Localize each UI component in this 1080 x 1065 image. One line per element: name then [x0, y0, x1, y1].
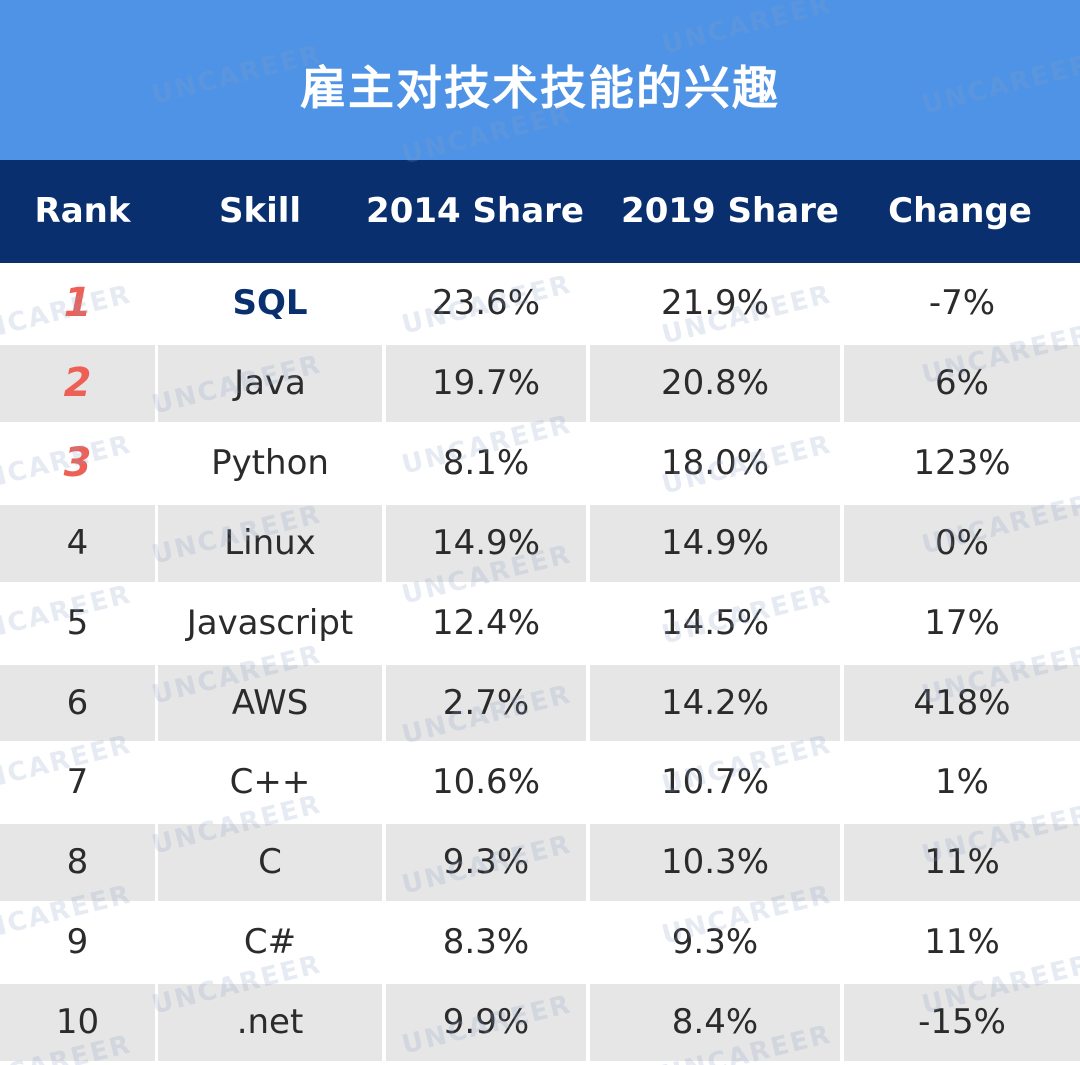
change-cell: 6%	[844, 344, 1080, 422]
share-2019-cell: 8.4%	[590, 984, 840, 1061]
header-2019-share: 2019 Share	[621, 191, 839, 231]
rank-cell: 1	[63, 280, 92, 326]
change-cell: 11%	[844, 824, 1080, 902]
skill-cell: Python	[211, 442, 329, 483]
rank-cell: 10	[0, 984, 155, 1061]
table-row: 2 Java 19.7% 20.8% 6%	[0, 344, 1080, 425]
title-band	[0, 0, 1080, 160]
change-cell: 17%	[924, 602, 1000, 643]
change-cell: 11%	[924, 922, 1000, 963]
rank-cell: 5	[66, 602, 89, 643]
rank-cell: 8	[0, 824, 155, 902]
table-row: 1 SQL 23.6% 21.9% -7%	[0, 265, 1080, 345]
skill-cell: Javascript	[186, 602, 354, 643]
share-2019-cell: 14.5%	[660, 602, 769, 643]
skill-cell: .net	[158, 984, 382, 1061]
table-row: 5 Javascript 12.4% 14.5% 17%	[0, 585, 1080, 665]
change-cell: 0%	[844, 504, 1080, 582]
share-2014-cell: 12.4%	[431, 602, 540, 643]
share-2019-cell: 10.3%	[590, 824, 840, 902]
share-2014-cell: 19.7%	[386, 344, 586, 422]
share-2014-cell: 23.6%	[431, 283, 540, 323]
table-row: 8 C 9.3% 10.3% 11%	[0, 824, 1080, 904]
share-2014-cell: 9.3%	[386, 824, 586, 902]
chart-title: 雇主对技术技能的兴趣	[300, 61, 780, 115]
header-rank: Rank	[34, 191, 131, 231]
header-2014-share: 2014 Share	[366, 191, 584, 231]
share-2019-cell: 14.9%	[590, 504, 840, 582]
skill-cell: C#	[243, 922, 297, 963]
skill-cell: SQL	[232, 283, 308, 323]
share-2019-cell: 14.2%	[590, 664, 840, 742]
share-2014-cell: 8.1%	[442, 442, 530, 483]
share-2014-cell: 14.9%	[386, 504, 586, 582]
table-header: Rank Skill 2014 Share 2019 Share Change	[0, 160, 1080, 263]
table-row: 7 C++ 10.6% 10.7% 1%	[0, 744, 1080, 824]
table-row: 3 Python 8.1% 18.0% 123%	[0, 425, 1080, 505]
share-2019-cell: 21.9%	[660, 283, 769, 323]
share-2019-cell: 9.3%	[671, 922, 759, 963]
share-2014-cell: 10.6%	[431, 762, 540, 803]
table-row: 4 Linux 14.9% 14.9% 0%	[0, 504, 1080, 585]
change-cell: 1%	[935, 762, 989, 803]
share-2014-cell: 8.3%	[442, 922, 530, 963]
skill-cell: C	[158, 824, 382, 902]
share-2014-cell: 9.9%	[386, 984, 586, 1061]
rank-cell: 9	[66, 922, 89, 963]
skill-cell: C++	[229, 762, 311, 803]
share-2019-cell: 20.8%	[590, 344, 840, 422]
rank-cell: 7	[66, 762, 89, 803]
skill-cell: Java	[158, 344, 382, 422]
rank-cell: 2	[0, 344, 155, 422]
share-2019-cell: 10.7%	[660, 762, 769, 803]
change-cell: 418%	[844, 664, 1080, 742]
change-cell: 123%	[913, 442, 1011, 483]
change-cell: -15%	[844, 984, 1080, 1061]
rank-cell: 6	[0, 664, 155, 742]
header-change: Change	[888, 191, 1032, 231]
skill-cell: AWS	[158, 664, 382, 742]
share-2019-cell: 18.0%	[660, 442, 769, 483]
header-skill: Skill	[218, 191, 302, 231]
skill-cell: Linux	[158, 504, 382, 582]
change-cell: -7%	[928, 283, 996, 323]
rank-cell: 4	[0, 504, 155, 582]
table-row: 9 C# 8.3% 9.3% 11%	[0, 904, 1080, 984]
share-2014-cell: 2.7%	[386, 664, 586, 742]
rank-cell: 3	[63, 439, 92, 486]
table-row: 6 AWS 2.7% 14.2% 418%	[0, 664, 1080, 745]
table-row: 10 .net 9.9% 8.4% -15%	[0, 984, 1080, 1064]
